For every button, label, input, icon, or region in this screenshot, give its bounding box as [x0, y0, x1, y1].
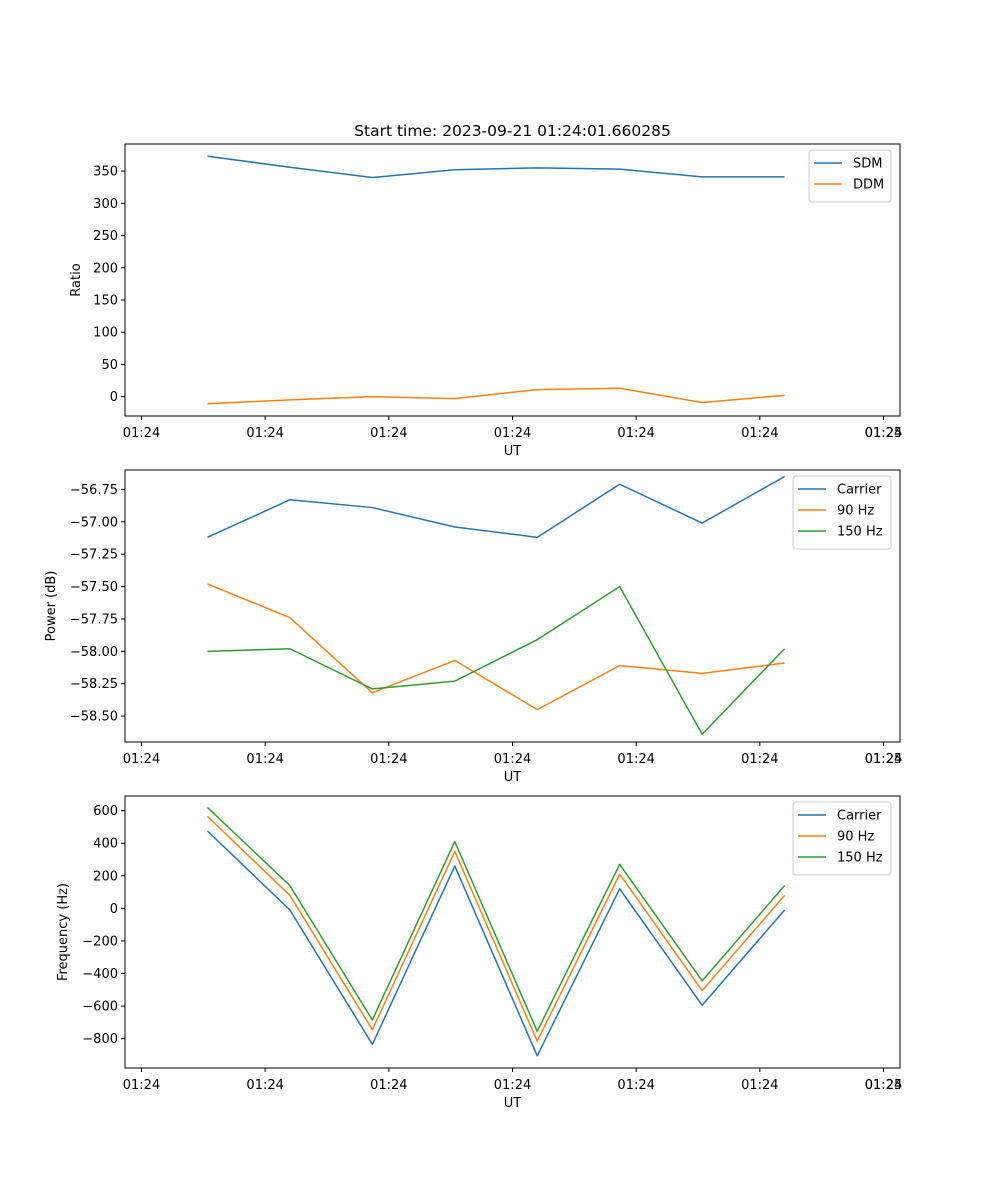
y-tick-label: 50	[101, 358, 118, 373]
y-tick-label: 0	[110, 390, 118, 405]
y-tick-label: −56.75	[70, 483, 118, 498]
x-tick-label: 01:24	[123, 752, 160, 767]
y-tick-label: 400	[93, 837, 118, 852]
y-tick-label: 600	[93, 804, 118, 819]
legend-entry: DDM	[853, 178, 884, 193]
legend: SDM DDM	[808, 149, 892, 203]
y-tick-label: −600	[82, 1000, 118, 1015]
frequency-panel: 01:24 01:24 01:24 01:24 01:24 01:24 01:2401:25…	[56, 795, 902, 1111]
y-tick-label: −58.25	[70, 677, 118, 692]
x-tick-label: 01:24	[370, 752, 407, 767]
y-tick-label: 250	[93, 229, 118, 244]
x-tick-label: 01:25	[865, 752, 902, 767]
legend-entry: 150 Hz	[837, 851, 883, 866]
y-tick-label: −57.75	[70, 612, 118, 627]
y-tick-label: 350	[93, 165, 118, 180]
y-tick-label: −58.00	[70, 645, 118, 660]
x-axis-label: UT	[504, 444, 522, 459]
x-tick-label: 01:24	[617, 752, 654, 767]
legend: Carrier 90 Hz 150 Hz	[792, 475, 892, 550]
y-axis-label: Ratio	[69, 263, 84, 296]
y-tick-label: −57.50	[70, 580, 118, 595]
y-tick-label: 200	[93, 869, 118, 884]
x-tick-label: 01:24	[741, 426, 778, 441]
x-tick-label: 01:24	[865, 752, 902, 767]
y-axis-label: Power (dB)	[44, 571, 59, 642]
legend: Carrier 90 Hz 150 Hz	[792, 801, 892, 876]
series-line-150-hz	[207, 585, 786, 735]
legend-entry: 90 Hz	[837, 830, 874, 845]
x-tick-label: 01:24	[246, 752, 283, 767]
y-tick-label: 150	[93, 293, 118, 308]
legend-entry: Carrier	[837, 809, 882, 824]
series-line-carrier	[206, 830, 786, 1057]
y-tick-label: −57.25	[70, 548, 118, 563]
x-tick-label: 01:25	[865, 426, 902, 441]
x-axis-label: UT	[504, 1096, 522, 1111]
y-tick-label: −58.50	[70, 710, 118, 725]
series-line-sdm	[207, 155, 785, 179]
x-tick-label: 01:24	[494, 426, 531, 441]
y-tick-label: 0	[110, 902, 118, 917]
ratio-panel: 01:24 01:24 01:24 01:24 01:24 01:24 01:2401:25…	[69, 143, 902, 459]
x-tick-label: 01:24	[741, 1078, 778, 1093]
y-tick-label: 100	[93, 326, 118, 341]
x-tick-label: 01:24	[123, 426, 160, 441]
legend-entry: Carrier	[837, 483, 882, 498]
series-line-90-hz	[206, 815, 786, 1042]
y-tick-label: 200	[93, 261, 118, 276]
x-axis-label: UT	[504, 770, 522, 785]
y-tick-label: −800	[82, 1032, 118, 1047]
series-line-ddm	[207, 387, 785, 405]
x-tick-label: 01:24	[865, 1078, 902, 1093]
x-tick-label: 01:24	[617, 426, 654, 441]
x-tick-label: 01:24	[617, 1078, 654, 1093]
y-tick-label: −400	[82, 967, 118, 982]
x-tick-label: 01:24	[494, 752, 531, 767]
y-axis-label: Frequency (Hz)	[56, 883, 71, 981]
legend-entry: 90 Hz	[837, 504, 874, 519]
y-tick-label: 300	[93, 197, 118, 212]
figure-title: Start time: 2023-09-21 01:24:01.660285	[354, 122, 671, 140]
panels: 01:24 01:24 01:24 01:24 01:24 01:24 01:2401:25…	[44, 143, 902, 1111]
series-line-150-hz	[206, 806, 786, 1033]
legend-entry: 150 Hz	[837, 525, 883, 540]
x-tick-label: 01:24	[246, 426, 283, 441]
y-tick-label: −57.00	[70, 515, 118, 530]
series-line-90-hz	[207, 583, 785, 711]
x-tick-label: 01:24	[123, 1078, 160, 1093]
x-tick-label: 01:24	[741, 752, 778, 767]
x-tick-label: 01:24	[246, 1078, 283, 1093]
y-tick-label: −200	[82, 934, 118, 949]
x-tick-label: 01:24	[370, 426, 407, 441]
legend-entry: SDM	[853, 157, 882, 172]
series-line-carrier	[207, 475, 785, 539]
x-tick-label: 01:24	[494, 1078, 531, 1093]
power-panel: 01:24 01:24 01:24 01:24 01:24 01:24 01:2401:25…	[44, 469, 902, 785]
x-tick-label: 01:24	[370, 1078, 407, 1093]
x-tick-label: 01:25	[865, 1078, 902, 1093]
x-tick-label: 01:24	[865, 426, 902, 441]
